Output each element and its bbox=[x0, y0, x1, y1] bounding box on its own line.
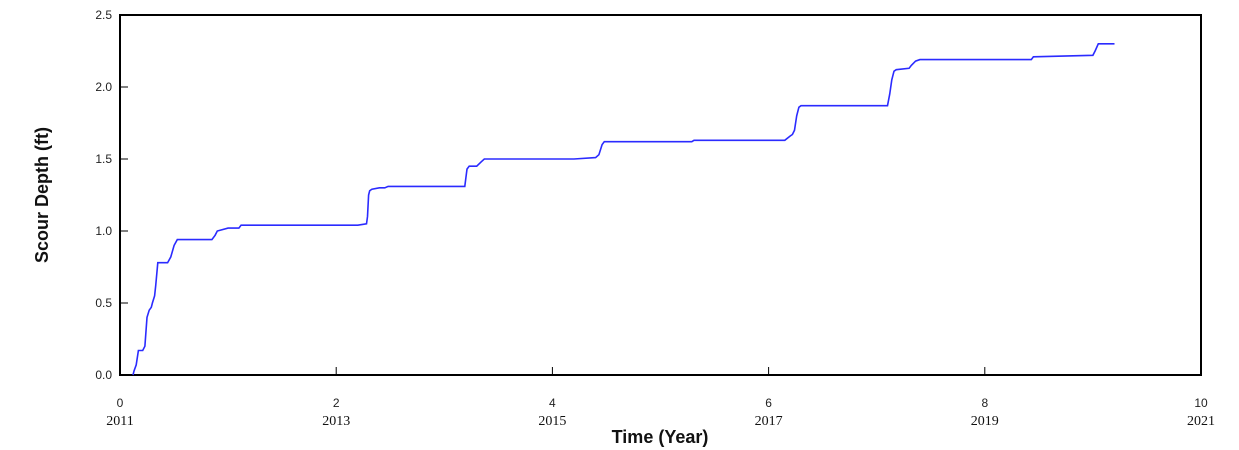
y-axis-ticks: 0.0 0.5 1.0 1.5 2.0 2.5 bbox=[95, 8, 128, 382]
x-year-label: 2013 bbox=[322, 414, 350, 429]
y-tick-label: 2.0 bbox=[95, 80, 112, 94]
y-tick-label: 0.5 bbox=[95, 296, 112, 310]
x-tick-label: 0 bbox=[117, 396, 124, 410]
x-tick-label: 4 bbox=[549, 396, 556, 410]
scour-depth-line bbox=[132, 42, 1115, 376]
x-year-label: 2011 bbox=[106, 414, 133, 429]
y-axis-title: Scour Depth (ft) bbox=[32, 127, 52, 263]
y-tick-label: 1.5 bbox=[95, 152, 112, 166]
y-tick-label: 1.0 bbox=[95, 224, 112, 238]
y-tick-label: 2.5 bbox=[95, 8, 112, 22]
x-year-label: 2019 bbox=[971, 414, 999, 429]
y-tick-label: 0.0 bbox=[95, 368, 112, 382]
x-axis-ticks: 0 2011 2 2013 4 2015 6 2017 8 2019 10 2021 bbox=[106, 367, 1215, 429]
x-tick-label: 8 bbox=[981, 396, 988, 410]
x-tick-label: 10 bbox=[1194, 396, 1208, 410]
x-year-label: 2021 bbox=[1187, 414, 1215, 429]
x-year-label: 2017 bbox=[755, 414, 783, 429]
plot-frame bbox=[119, 14, 1202, 376]
x-year-label: 2015 bbox=[538, 414, 566, 429]
x-axis-title: Time (Year) bbox=[612, 427, 709, 447]
x-tick-label: 2 bbox=[333, 396, 340, 410]
x-tick-label: 6 bbox=[765, 396, 772, 410]
